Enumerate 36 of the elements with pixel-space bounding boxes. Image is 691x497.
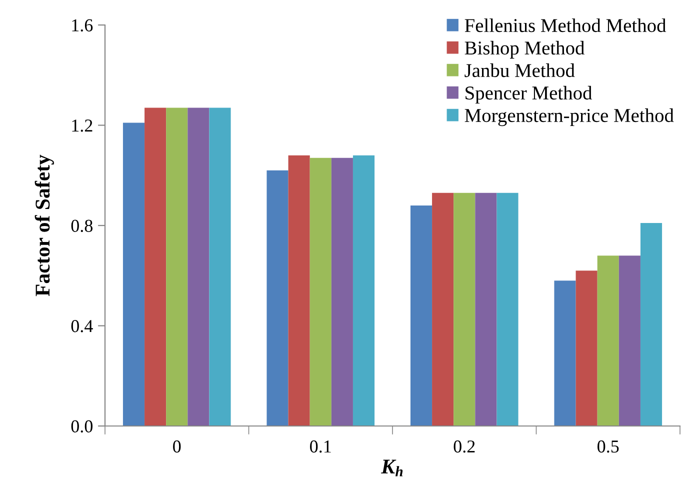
bar: [310, 158, 332, 426]
bar: [618, 256, 640, 426]
x-axis-title: K$_{h}$: [380, 460, 403, 476]
y-tick-label: 1.2: [72, 120, 92, 132]
legend-label: Morgenstern-price Method: [464, 108, 674, 126]
bar: [597, 256, 619, 426]
bar: [454, 192, 476, 426]
bar: [144, 108, 166, 426]
y-axis-title: Factor of Safety: [34, 154, 54, 296]
bar: [352, 155, 375, 426]
y-tick-label: 0.8: [71, 220, 93, 232]
bar: [576, 270, 598, 426]
bar: [122, 122, 145, 426]
bar: [266, 170, 288, 426]
x-tick-label: 0: [173, 440, 181, 453]
bar: [640, 222, 662, 426]
legend-label: Fellenius Method Method: [464, 18, 666, 32]
bar: [554, 280, 576, 426]
bar: [209, 108, 231, 426]
x-tick-label: 0.2: [454, 440, 475, 453]
bar: [166, 108, 188, 426]
bar: [331, 158, 353, 426]
legend-label: Bishop Method: [464, 40, 585, 59]
y-tick-label: 1.6: [72, 19, 93, 32]
bar: [188, 108, 210, 426]
legend-label: Spencer Method: [466, 86, 592, 104]
bar: [496, 192, 518, 426]
x-tick-label: 0.1: [310, 440, 331, 453]
x-tick-label: 0.5: [598, 440, 619, 453]
bar: [475, 192, 497, 426]
legend-label: Janbu Method: [464, 63, 575, 78]
y-tick-label: 0.0: [71, 420, 93, 433]
y-tick-label: 0.4: [71, 320, 93, 332]
bar: [288, 155, 310, 426]
bar: [410, 205, 432, 426]
bar: [432, 192, 454, 426]
